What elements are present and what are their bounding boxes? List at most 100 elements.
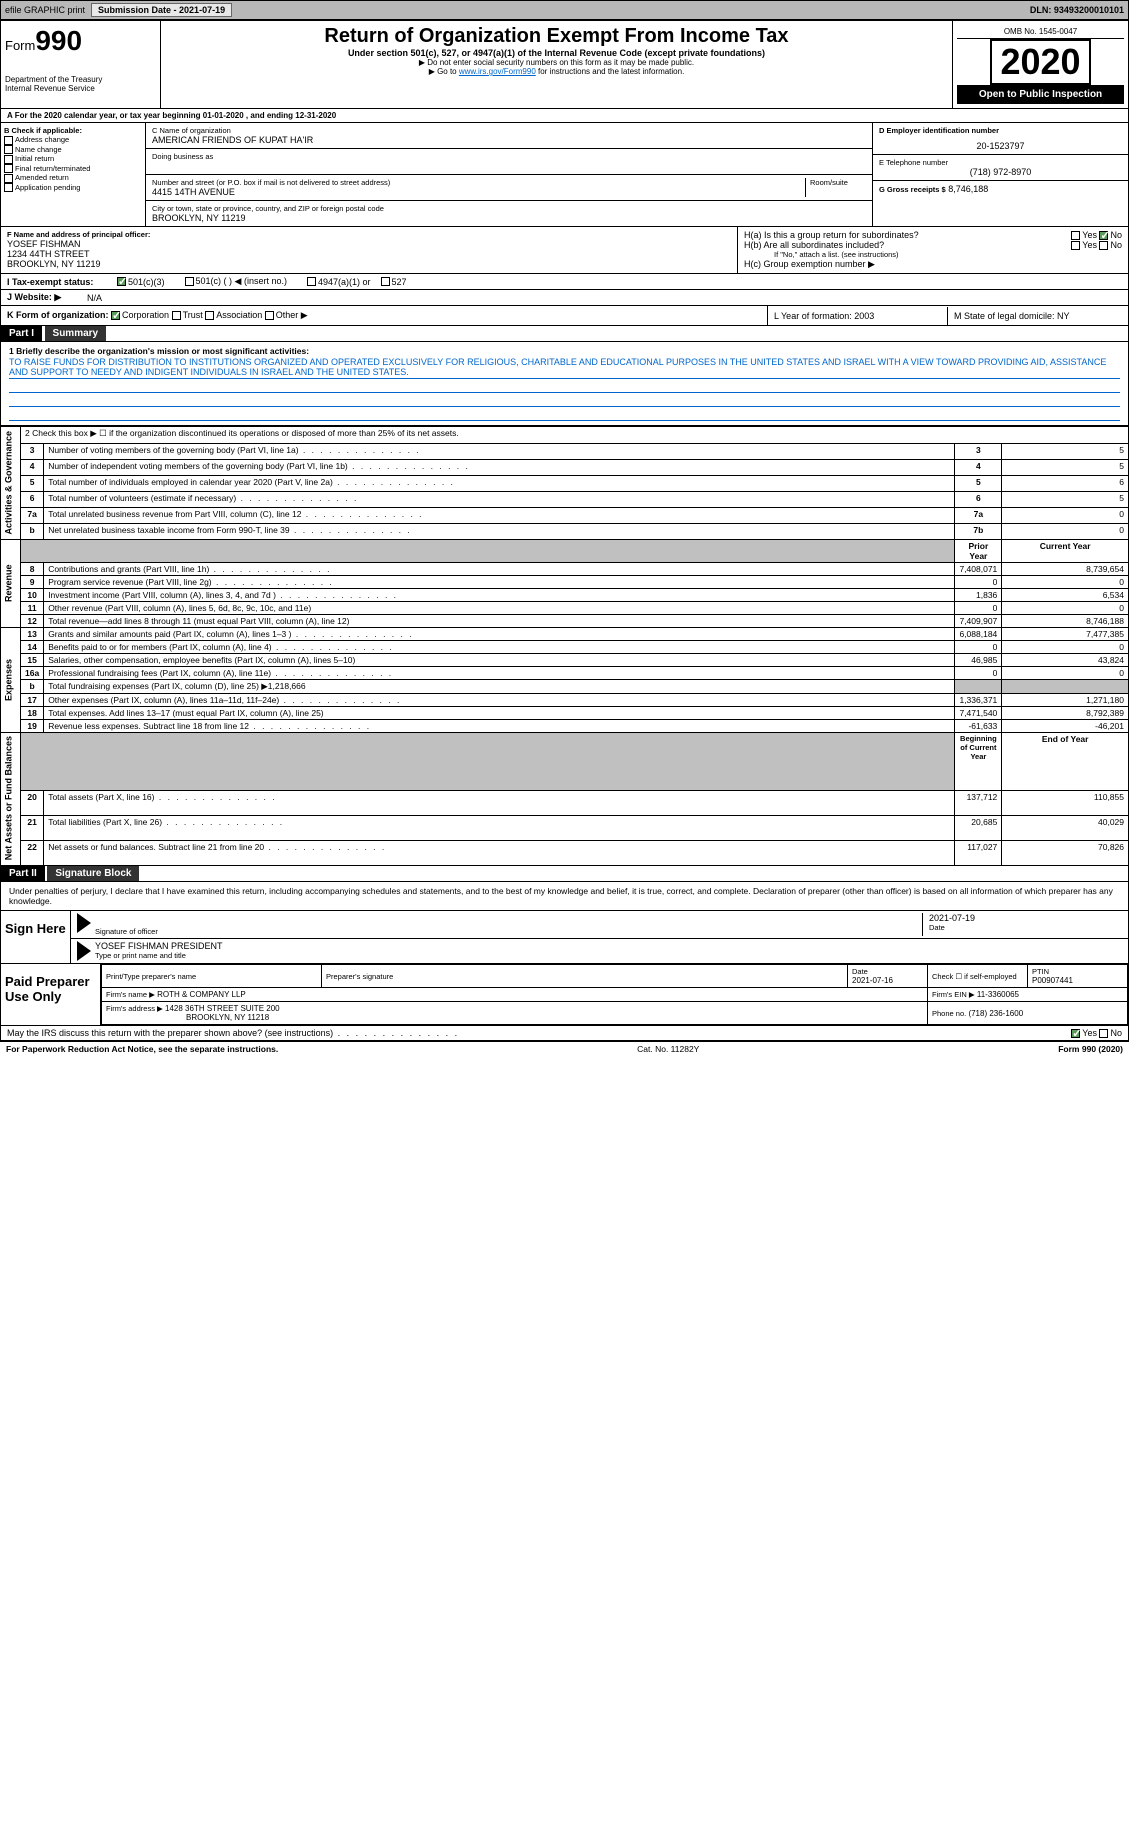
exp-17-prior: 1,336,371	[955, 693, 1002, 706]
mission-blank-3	[9, 407, 1120, 421]
footer-left: For Paperwork Reduction Act Notice, see …	[6, 1044, 278, 1054]
checkbox-final-return[interactable]	[4, 164, 13, 173]
header-current: Current Year	[1002, 539, 1129, 562]
rev-12-curr: 8,746,188	[1002, 614, 1129, 627]
header-end: End of Year	[1002, 732, 1129, 790]
gov-7a-box: 7a	[955, 507, 1002, 523]
row-klm: K Form of organization: Corporation Trus…	[0, 306, 1129, 326]
checkbox-4947[interactable]	[307, 277, 316, 286]
label-address-change: Address change	[15, 135, 69, 144]
prep-date: 2021-07-16	[852, 976, 893, 985]
irs-link[interactable]: www.irs.gov/Form990	[459, 67, 536, 76]
exp-18-num: 18	[21, 706, 44, 719]
checkbox-corp[interactable]	[111, 311, 120, 320]
form-label: Form	[5, 38, 35, 53]
ha-label: H(a) Is this a group return for subordin…	[744, 230, 919, 240]
firm-name: ROTH & COMPANY LLP	[157, 990, 246, 999]
submission-date-button[interactable]: Submission Date - 2021-07-19	[91, 3, 232, 17]
tax-year: 2020	[990, 39, 1090, 85]
discuss-row: May the IRS discuss this return with the…	[0, 1026, 1129, 1041]
gov-7b-text: Net unrelated business taxable income fr…	[44, 523, 955, 539]
checkbox-discuss-yes[interactable]	[1071, 1029, 1080, 1038]
exp-15-prior: 46,985	[955, 653, 1002, 666]
checkbox-initial-return[interactable]	[4, 155, 13, 164]
checkbox-501c[interactable]	[185, 277, 194, 286]
label-final-return: Final return/terminated	[15, 164, 90, 173]
na-20-beg: 137,712	[955, 790, 1002, 815]
hb-yes: Yes	[1082, 240, 1097, 250]
label-name-change: Name change	[15, 145, 62, 154]
officer-street: 1234 44TH STREET	[7, 249, 731, 259]
gov-4-val: 5	[1002, 460, 1129, 476]
label-amended: Amended return	[15, 173, 69, 182]
part2-num: Part II	[1, 866, 45, 881]
exp-16a-text: Professional fundraising fees (Part IX, …	[44, 666, 955, 679]
gov-7b-box: 7b	[955, 523, 1002, 539]
checkbox-application-pending[interactable]	[4, 183, 13, 192]
row-i: I Tax-exempt status: 501(c)(3) 501(c) ( …	[0, 274, 1129, 290]
officer-city: BROOKLYN, NY 11219	[7, 259, 731, 269]
checkbox-other[interactable]	[265, 311, 274, 320]
firm-addr-label: Firm's address ▶	[106, 1004, 163, 1013]
website-label: J Website: ▶	[7, 292, 87, 303]
prep-sig-label: Preparer's signature	[326, 972, 843, 981]
dba-value	[152, 161, 866, 171]
gov-4-num: 4	[21, 460, 44, 476]
rev-12-num: 12	[21, 614, 44, 627]
exp-16a-curr: 0	[1002, 666, 1129, 679]
checkbox-ha-yes[interactable]	[1071, 231, 1080, 240]
side-revenue: Revenue	[1, 539, 21, 627]
sig-officer-label: Signature of officer	[95, 927, 922, 936]
phone-value: (718) 972-8970	[879, 167, 1122, 177]
gov-7b-val: 0	[1002, 523, 1129, 539]
checkbox-address-change[interactable]	[4, 136, 13, 145]
opt-501c: 501(c) ( ) ◀ (insert no.)	[196, 276, 287, 287]
col-b-title: B Check if applicable:	[4, 126, 142, 135]
exp-18-prior: 7,471,540	[955, 706, 1002, 719]
part1-header-row: Part I Summary	[0, 326, 1129, 342]
city-label: City or town, state or province, country…	[152, 204, 866, 213]
preparer-table: Print/Type preparer's name Preparer's si…	[101, 964, 1128, 1025]
rev-10-curr: 6,534	[1002, 588, 1129, 601]
rev-10-prior: 1,836	[955, 588, 1002, 601]
na-21-num: 21	[21, 815, 44, 840]
officer-signature-field[interactable]	[95, 913, 922, 927]
rev-9-curr: 0	[1002, 575, 1129, 588]
prep-phone: (718) 236-1600	[968, 1009, 1023, 1018]
exp-14-num: 14	[21, 640, 44, 653]
firm-ein: 11-3360065	[977, 990, 1019, 999]
checkbox-discuss-no[interactable]	[1099, 1029, 1108, 1038]
opt-trust: Trust	[183, 310, 203, 320]
checkbox-assoc[interactable]	[205, 311, 214, 320]
checkbox-name-change[interactable]	[4, 145, 13, 154]
row-j: J Website: ▶ N/A	[0, 290, 1129, 306]
checkbox-amended[interactable]	[4, 174, 13, 183]
org-name: AMERICAN FRIENDS OF KUPAT HA'IR	[152, 135, 866, 145]
side-governance: Activities & Governance	[1, 427, 21, 540]
discuss-yes: Yes	[1082, 1028, 1097, 1038]
opt-other: Other ▶	[276, 310, 308, 320]
mission-box: 1 Briefly describe the organization's mi…	[0, 342, 1129, 426]
checkbox-hb-no[interactable]	[1099, 241, 1108, 250]
col-c: C Name of organization AMERICAN FRIENDS …	[146, 123, 873, 226]
omb-number: OMB No. 1545-0047	[957, 25, 1124, 39]
exp-19-num: 19	[21, 719, 44, 732]
checkbox-ha-no[interactable]	[1099, 231, 1108, 240]
exp-14-text: Benefits paid to or for members (Part IX…	[44, 640, 955, 653]
gov-4-text: Number of independent voting members of …	[44, 460, 955, 476]
ein-label: D Employer identification number	[879, 126, 1122, 135]
dln-label: DLN: 93493200010101	[1030, 5, 1124, 15]
checkbox-hb-yes[interactable]	[1071, 241, 1080, 250]
sign-here-label: Sign Here	[1, 911, 71, 963]
street-value: 4415 14TH AVENUE	[152, 187, 801, 197]
opt-corp: Corporation	[122, 310, 169, 320]
preparer-section: Paid Preparer Use Only Print/Type prepar…	[0, 964, 1129, 1026]
na-20-num: 20	[21, 790, 44, 815]
gov-3-text: Number of voting members of the governin…	[44, 444, 955, 460]
checkbox-501c3[interactable]	[117, 277, 126, 286]
checkbox-527[interactable]	[381, 277, 390, 286]
gov-5-val: 6	[1002, 476, 1129, 492]
prep-phone-label: Phone no.	[932, 1009, 966, 1018]
checkbox-trust[interactable]	[172, 311, 181, 320]
officer-name: YOSEF FISHMAN	[7, 239, 731, 249]
